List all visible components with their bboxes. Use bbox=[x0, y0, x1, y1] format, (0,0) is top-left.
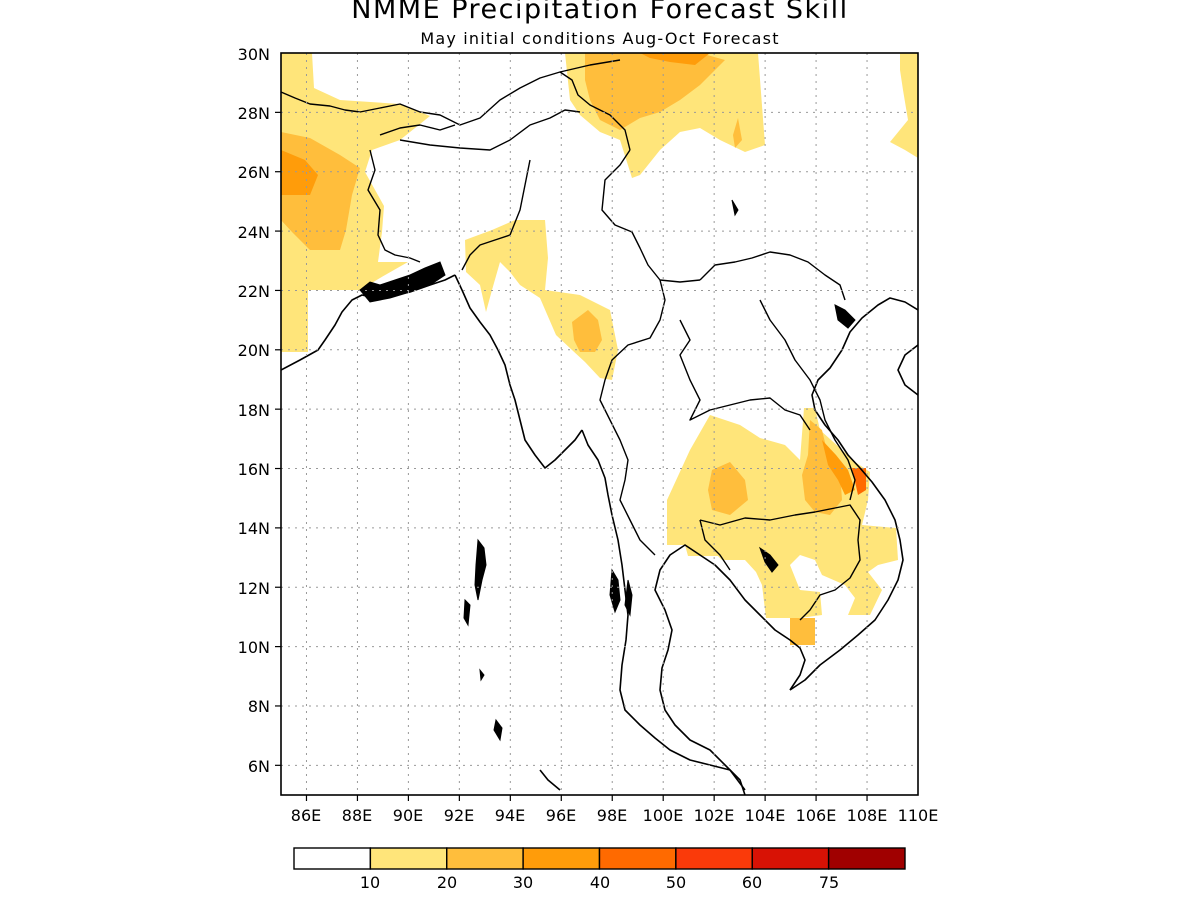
colorbar-label: 60 bbox=[742, 873, 762, 892]
shade-burma bbox=[465, 220, 618, 380]
border-himalaya bbox=[281, 71, 631, 151]
lat-label: 20N bbox=[238, 341, 270, 360]
lon-label: 110E bbox=[898, 806, 939, 825]
coast-kra bbox=[539, 769, 561, 791]
coast-hainan bbox=[897, 344, 918, 396]
lat-label: 24N bbox=[238, 223, 270, 242]
coast-thai-gulf bbox=[654, 544, 806, 795]
lon-label: 106E bbox=[796, 806, 837, 825]
colorbar-label: 50 bbox=[666, 873, 686, 892]
shade-thailand-laos bbox=[667, 408, 898, 618]
colorbar-swatch bbox=[827, 847, 906, 870]
border-laos-north bbox=[699, 251, 846, 301]
coast-andaman bbox=[581, 429, 746, 791]
andaman-islands-2 bbox=[463, 598, 471, 627]
shade-china-20 bbox=[585, 53, 725, 130]
shade-cambodia-20 bbox=[790, 618, 815, 645]
china-island bbox=[731, 199, 739, 217]
islands bbox=[359, 199, 856, 742]
colorbar-label: 30 bbox=[513, 873, 533, 892]
lat-label: 18N bbox=[238, 401, 270, 420]
shade-laos-20 bbox=[802, 420, 842, 515]
lon-label: 98E bbox=[597, 806, 627, 825]
lat-axis-labels: 30N 28N 26N 24N 22N 20N 18N 16N 14N 12N … bbox=[238, 45, 270, 776]
lat-label: 8N bbox=[248, 697, 270, 716]
skill-shading bbox=[281, 53, 918, 645]
colorbar-swatch bbox=[751, 847, 830, 870]
lat-label: 14N bbox=[238, 519, 270, 538]
border-india-bangladesh bbox=[367, 149, 421, 263]
shade-ne-corner bbox=[890, 53, 918, 158]
colorbar-labels: 10 20 30 40 50 60 75 bbox=[360, 873, 839, 892]
lat-label: 16N bbox=[238, 460, 270, 479]
shade-vietnam-40 bbox=[852, 468, 866, 495]
shade-vietnam-30 bbox=[822, 440, 855, 495]
tonle-sap bbox=[759, 546, 779, 573]
colorbar-swatch bbox=[598, 847, 677, 870]
lon-label: 104E bbox=[745, 806, 786, 825]
shade-china-small bbox=[733, 118, 742, 148]
lon-label: 100E bbox=[643, 806, 684, 825]
shade-thai-20 bbox=[708, 462, 748, 515]
border-sw-china bbox=[559, 59, 621, 73]
axis-ticks bbox=[275, 111, 868, 801]
lat-label: 22N bbox=[238, 282, 270, 301]
map-title: NMME Precipitation Forecast Skill bbox=[351, 0, 849, 25]
coast-bangladesh-burma bbox=[454, 274, 583, 469]
lat-label: 26N bbox=[238, 163, 270, 182]
shade-china-30 bbox=[640, 53, 710, 65]
nicobar-1 bbox=[479, 668, 485, 682]
colorbar-label: 40 bbox=[590, 873, 610, 892]
colorbar-label: 10 bbox=[360, 873, 380, 892]
country-borders bbox=[281, 59, 861, 621]
lon-label: 96E bbox=[546, 806, 576, 825]
lon-label: 108E bbox=[847, 806, 888, 825]
nicobar-2 bbox=[493, 718, 503, 742]
border-thai-cambodia bbox=[699, 519, 731, 571]
map-subtitle: May initial conditions Aug-Oct Forecast bbox=[420, 29, 780, 48]
lat-label: 6N bbox=[248, 757, 270, 776]
lat-label: 28N bbox=[238, 104, 270, 123]
shade-chin-20 bbox=[572, 310, 602, 352]
andaman-islands bbox=[474, 538, 487, 601]
border-burma-india bbox=[461, 159, 531, 271]
colorbar-swatch bbox=[446, 847, 524, 870]
lon-axis-labels: 86E 88E 90E 92E 94E 96E 98E 100E 102E 10… bbox=[291, 806, 939, 825]
border-assam bbox=[399, 109, 581, 151]
border-burma-china bbox=[601, 149, 701, 283]
lon-label: 94E bbox=[495, 806, 525, 825]
colorbar-label: 20 bbox=[437, 873, 457, 892]
shade-bengal-30 bbox=[281, 150, 318, 195]
colorbar-swatch bbox=[675, 847, 753, 870]
lon-label: 102E bbox=[694, 806, 735, 825]
coast-vietnam bbox=[789, 297, 918, 691]
colorbar: 10 20 30 40 50 60 75 bbox=[293, 847, 906, 892]
coast-detail-mekong bbox=[834, 304, 856, 329]
border-laos-vietnam bbox=[759, 299, 856, 501]
colorbar-swatch bbox=[293, 847, 372, 870]
lon-label: 88E bbox=[342, 806, 372, 825]
colorbar-label: 75 bbox=[819, 873, 839, 892]
lat-label: 10N bbox=[238, 638, 270, 657]
lon-label: 86E bbox=[291, 806, 321, 825]
graticule bbox=[281, 53, 918, 795]
lat-label: 30N bbox=[238, 45, 270, 64]
border-laos-thai bbox=[679, 319, 811, 431]
sundarbans bbox=[359, 261, 446, 303]
border-cambodia bbox=[699, 504, 861, 621]
mergui-2 bbox=[624, 579, 633, 617]
map-frame bbox=[280, 52, 919, 796]
colorbar-swatch bbox=[522, 847, 601, 870]
border-burma-thai bbox=[599, 279, 666, 556]
lon-label: 92E bbox=[444, 806, 474, 825]
lon-label: 90E bbox=[393, 806, 423, 825]
border-bhutan bbox=[379, 124, 456, 136]
shade-nw-india bbox=[281, 53, 430, 352]
lat-label: 12N bbox=[238, 579, 270, 598]
colorbar-swatch bbox=[369, 847, 448, 870]
mergui-1 bbox=[609, 568, 621, 614]
